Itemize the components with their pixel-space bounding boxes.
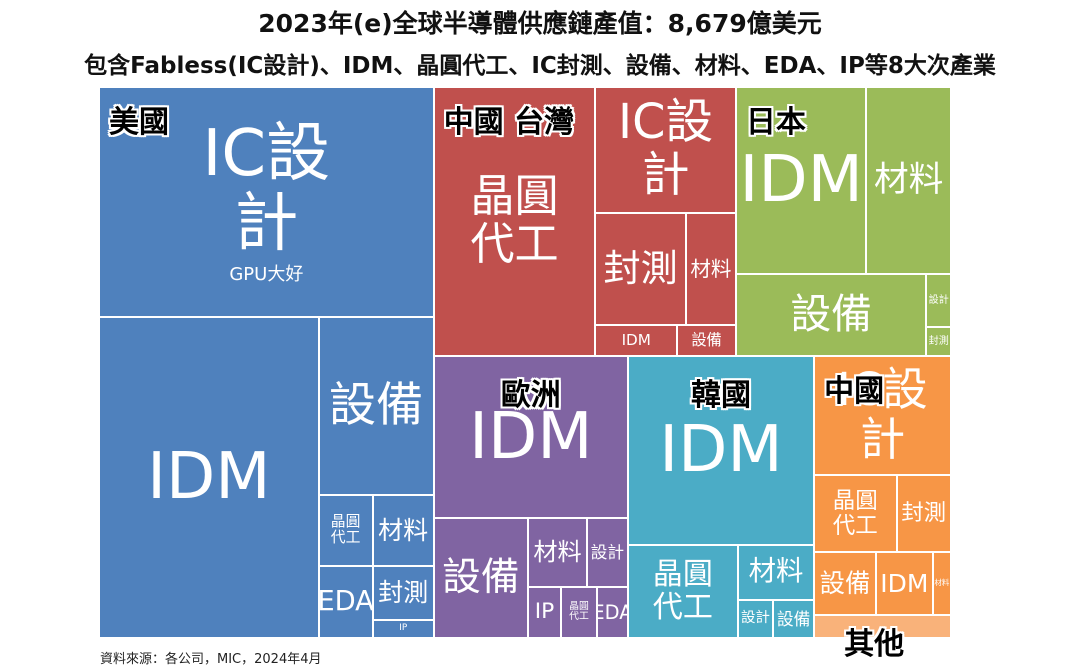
group-label: 歐洲 [500,377,561,413]
treemap-cell: 設計 [737,599,774,638]
treemap-cell: IC設計 [595,87,736,213]
group-label: 中國 [824,373,885,409]
cell-label: 材料 [748,556,804,588]
treemap-cell: EDA [318,565,373,638]
cell-label: IC設計 [618,95,714,203]
cell-label: IC設計 [837,363,928,467]
cell-label: EDA [598,600,627,624]
cell-label: IP [399,623,408,634]
cell-label: 晶圓代工 [470,170,559,271]
treemap-cell: 材料 [685,212,736,326]
treemap-cell: EDA [597,586,628,638]
cell-label: 材料 [533,538,582,567]
cell-label: 材料 [690,256,732,281]
cell-label: 封測 [928,335,949,347]
treemap-cell: 設備 [677,325,736,356]
cell-label: 設備 [328,377,424,433]
cell-label: 晶圓代工 [652,557,713,626]
treemap-cell: 晶圓代工 [627,544,738,638]
group-label: 其他 [844,626,905,662]
cell-label: 設備 [442,554,520,600]
treemap-cell: 設備 [773,599,815,638]
treemap-cell: 設備 [735,274,927,356]
treemap-cell: IDM [627,355,815,545]
treemap-cell: 設備 [814,552,876,615]
treemap-cell: 封測 [896,474,951,553]
group-label: 中國 台灣 [443,105,575,140]
cell-label: 晶圓代工 [569,600,589,623]
treemap-cell [814,614,951,638]
cell-label: IDM [739,143,863,218]
cell-label: IDM [469,399,593,474]
cell-label: 封測 [603,246,678,290]
treemap-cell: 設備 [433,517,529,638]
treemap-cell: 材料 [932,552,951,615]
treemap-cell: IDM [876,552,933,615]
cell-label: EDA [318,585,373,617]
chart-title: 2023年(e)全球半導體供應鏈產值：8,679億美元 [258,9,822,38]
cell-label: IC設計 [202,116,331,262]
treemap-cell: 晶圓代工 [814,474,897,553]
treemap-cell: 材料 [372,494,434,566]
treemap-cell: 設計 [586,517,628,587]
cell-label: 設備 [691,331,722,350]
treemap-cell: 晶圓代工 [560,586,598,638]
treemap-cell: 晶圓代工 [318,494,373,566]
cell-label: 材料 [934,578,950,588]
treemap-cell: 材料 [528,517,587,587]
treemap-cell: 材料 [866,87,951,275]
cell-label: 設備 [790,290,872,339]
treemap-cell: 封測 [595,212,686,326]
cell-label: IDM [621,331,651,350]
cell-label: 設備 [819,567,871,598]
treemap-cell: IP [528,586,561,638]
treemap-cell: 設備 [318,316,434,495]
cell-label: IP [534,599,555,625]
treemap-cell: 封測 [926,326,951,356]
treemap-cell: 設計 [926,274,951,327]
annotation: GPU大好 [229,264,304,286]
treemap-cell: IP [372,620,434,638]
source-note: 資料來源：各公司，MIC，2024年4月 [100,652,322,667]
cell-label: 封測 [378,578,429,608]
treemap-cell: IDM [99,316,319,638]
cell-label: 晶圓代工 [832,487,878,539]
chart-subtitle: 包含Fabless(IC設計)、IDM、晶圓代工、IC封測、設備、材料、EDA、… [84,53,996,79]
cell-label: IDM [659,413,783,488]
cell-label: IDM [147,440,271,515]
treemap-cell: IDM [735,87,867,275]
cell-label: 設備 [776,608,811,629]
group-label: 美國 [109,105,169,140]
cell-label: 材料 [873,160,944,201]
treemap-cell: 封測 [372,565,434,621]
treemap-cell: IC設計 GPU大好 [99,87,434,317]
cell-label: 晶圓代工 [330,513,361,547]
cell-label: 封測 [901,500,947,527]
treemap-cell: IDM [433,355,628,518]
group-label: 韓國 [690,377,751,413]
cell-label: 設計 [741,609,770,626]
treemap-cell: 晶圓代工 [433,87,596,356]
cell-label: 設計 [928,294,949,306]
treemap-cell: IC設計 [814,355,951,475]
group-label: 日本 [745,105,806,140]
cell-label: IDM [880,568,929,598]
cell-label: 材料 [378,515,429,545]
treemap-cell: IDM [595,325,678,356]
cell-label: 設計 [590,542,625,563]
treemap-cell: 材料 [737,544,815,600]
